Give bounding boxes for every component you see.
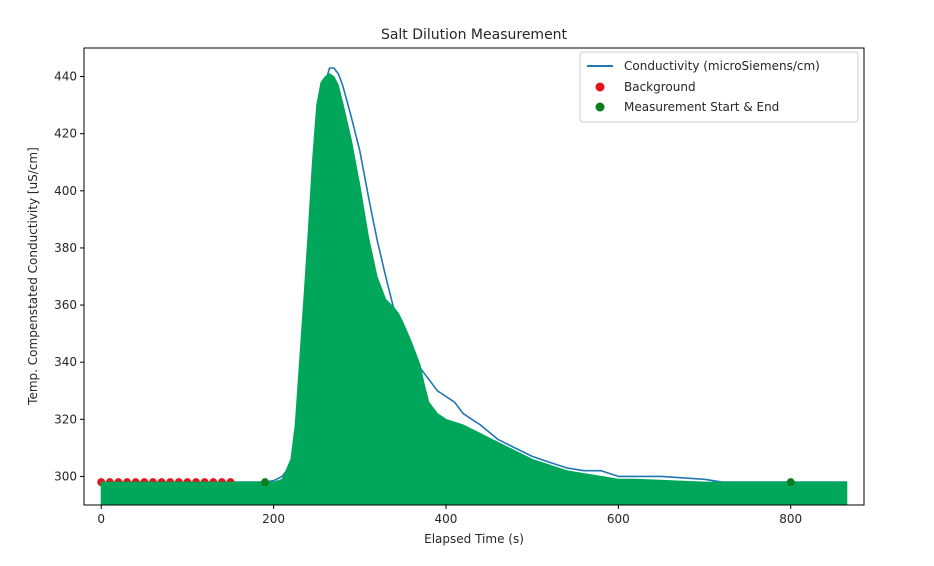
legend-label-background: Background bbox=[624, 80, 696, 94]
x-tick-label: 400 bbox=[435, 512, 458, 526]
legend-label-measurement: Measurement Start & End bbox=[624, 100, 779, 114]
y-tick-label: 360 bbox=[54, 298, 77, 312]
y-tick-label: 320 bbox=[54, 412, 77, 426]
plot-area bbox=[97, 67, 848, 505]
legend-marker-background bbox=[595, 82, 605, 92]
y-tick-label: 300 bbox=[54, 469, 77, 483]
y-axis-label: Temp. Compenstated Conductivity [uS/cm] bbox=[26, 147, 40, 406]
plot-frame bbox=[83, 47, 865, 506]
legend-marker-measurement bbox=[595, 102, 605, 112]
axes: 0 200 400 600 800 300 320 340 360 380 400 420 440 bbox=[54, 47, 865, 526]
measurement-point bbox=[786, 478, 795, 487]
chart-title: Salt Dilution Measurement bbox=[381, 27, 568, 43]
plot-series bbox=[97, 67, 848, 505]
measurement-point bbox=[260, 478, 269, 487]
filled-area bbox=[100, 73, 848, 505]
x-tick-label: 800 bbox=[779, 512, 802, 526]
legend-label-conductivity: Conductivity (microSiemens/cm) bbox=[624, 59, 820, 73]
conductivity-line bbox=[101, 67, 847, 483]
x-tick-label: 0 bbox=[97, 512, 105, 526]
y-tick-label: 440 bbox=[54, 70, 77, 84]
y-tick-label: 420 bbox=[54, 127, 77, 141]
x-axis-label: Elapsed Time (s) bbox=[424, 532, 524, 546]
legend: Conductivity (microSiemens/cm) Backgroun… bbox=[579, 51, 859, 123]
y-tick-label: 400 bbox=[54, 184, 77, 198]
y-tick-label: 380 bbox=[54, 241, 77, 255]
x-tick-label: 600 bbox=[607, 512, 630, 526]
legend-box bbox=[579, 51, 859, 123]
y-tick-label: 340 bbox=[54, 355, 77, 369]
x-tick-label: 200 bbox=[262, 512, 285, 526]
